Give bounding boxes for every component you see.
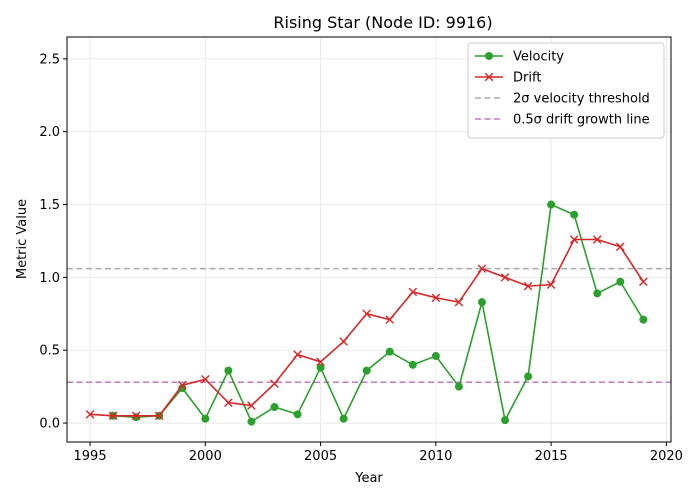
y-tick-label: 0.5 [39,344,60,359]
drift-point [523,281,533,291]
velocity-point [385,347,394,356]
velocity-point [477,298,486,307]
drift-point [408,287,418,297]
y-tick-label: 0.0 [39,417,60,432]
drift-point [500,273,510,282]
drift-point [247,401,256,410]
legend: Velocity Drift 2σ velocity threshold 0.5σ d… [467,42,665,139]
legend-label: Velocity [513,50,564,65]
velocity-point [293,410,302,419]
x-axis-label: Year [354,471,383,486]
drift-point [154,411,164,421]
velocity-point [362,366,371,375]
drift-point [177,380,187,390]
drift-point [362,309,371,319]
drift-point [131,411,141,421]
drift-point [431,293,441,303]
velocity-point [178,384,187,393]
velocity-line [113,203,645,423]
velocity-point [132,413,141,422]
drift-point [316,357,325,367]
x-tick-label: 2010 [419,449,452,464]
y-tick-label: 2.5 [39,52,60,67]
legend-box [467,42,665,139]
velocity-point [593,289,602,298]
drift-point [385,315,395,324]
x-tick-label: 2020 [650,449,683,464]
legend-label: Drift [513,71,541,86]
legend-marker [484,72,494,82]
drift-point [477,264,487,273]
drift-point [85,410,95,419]
chart-title: Rising Star (Node ID: 9916) [273,13,492,32]
x-tick-label: 2005 [304,449,337,464]
drift-line [90,238,645,417]
drift-point [546,280,556,289]
legend-label: 2σ velocity threshold [513,92,650,107]
x-tick-label: 1995 [74,449,107,464]
tick-layer: 1995 2000 2005 2010 2015 2020 0.0 0.5 1.0 1.5 2.0 2… [39,52,683,464]
drift-point [592,235,602,244]
grid-layer [67,37,671,442]
drift-point [639,277,648,287]
drift-point [293,350,302,359]
velocity-point [247,417,256,426]
x-tick-label: 2000 [189,449,222,464]
legend-marker [485,52,493,60]
velocity-point [339,414,348,423]
y-axis-label: Metric Value [15,199,30,279]
x-tick-label: 2015 [535,449,568,464]
velocity-point [501,416,510,425]
velocity-point [524,372,533,381]
velocity-point [431,352,440,361]
drift-point [615,242,625,252]
y-tick-label: 2.0 [39,125,60,140]
y-tick-label: 1.5 [39,198,60,213]
drift-point [569,235,579,244]
velocity-point [639,315,648,324]
drift-point [201,375,210,384]
drift-point [270,379,279,389]
velocity-point [547,200,556,209]
drift-point [224,398,233,407]
drift-point [108,411,118,421]
velocity-point [270,403,279,412]
drift-point [339,337,348,346]
drift-point [454,297,464,307]
y-tick-label: 1.0 [39,271,60,286]
velocity-point [316,363,325,372]
velocity-point [454,382,463,391]
velocity-point [201,414,210,423]
reference-lines [67,267,671,384]
legend-label: 0.5σ drift growth line [513,113,650,128]
series-layer [85,200,648,426]
velocity-point [616,277,625,286]
velocity-point [408,360,417,369]
plot-frame [66,36,672,443]
velocity-point [224,366,233,375]
velocity-point [570,210,579,219]
